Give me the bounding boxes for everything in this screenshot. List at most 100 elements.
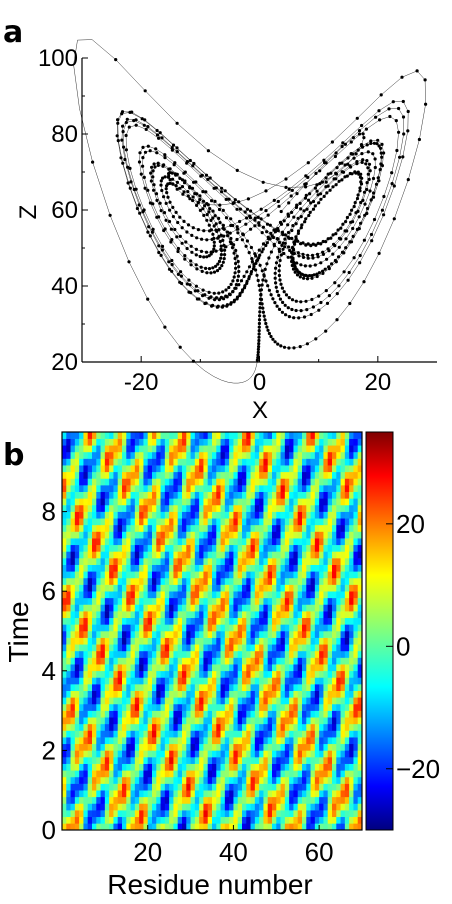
heatmap-cell [314,485,320,492]
heatmap-cell [96,644,101,652]
heatmap-cell [190,465,196,473]
heatmap-cell [190,631,196,638]
heatmap-cell [156,617,161,625]
heatmap-cell [100,717,106,725]
heatmap-cell [83,538,89,546]
heatmap-cell [194,796,200,804]
heatmap-cell [237,723,243,731]
heatmap-cell [267,717,273,725]
data-point [233,271,237,275]
data-point [257,325,261,329]
heatmap-cell [242,597,247,605]
heatmap-cell [139,664,144,672]
heatmap-cell [233,518,239,526]
data-point [236,274,240,278]
heatmap-cell [113,637,119,645]
data-point [146,297,150,301]
heatmap-cell [263,723,269,731]
data-point [301,241,305,245]
heatmap-cell [199,810,204,818]
heatmap-cell [203,823,209,831]
heatmap-cell [319,478,324,486]
heatmap-cell [242,631,247,638]
data-point [249,209,253,213]
heatmap-cell [79,677,84,685]
heatmap-cell [122,432,127,439]
heatmap-cell [122,796,127,804]
heatmap-cell [79,504,84,512]
heatmap-cell [340,710,346,718]
heatmap-cell [139,697,144,705]
heatmap-cell [332,743,337,751]
heatmap-cell [70,650,76,658]
heatmap-cell [224,723,230,731]
heatmap-cell [117,584,123,592]
heatmap-cell [100,478,106,486]
heatmap-cell [246,757,251,764]
heatmap-cell [160,810,166,818]
heatmap-cell [134,637,140,645]
heatmap-cell [224,816,230,824]
heatmap-cell [284,485,290,492]
heatmap-cell [177,538,183,546]
heatmap-cell [229,524,234,532]
heatmap-cell [229,544,234,552]
heatmap-cell [62,538,67,546]
heatmap-cell [203,684,209,691]
heatmap-cell [62,531,67,539]
heatmap-cell [199,650,204,658]
data-point [274,285,278,289]
heatmap-cell [83,743,89,751]
heatmap-cell [332,558,337,565]
heatmap-cell [100,611,106,619]
heatmap-cell [139,677,144,685]
data-point [195,236,199,240]
data-point [214,228,218,232]
heatmap-cell [327,723,333,731]
heatmap-cell [83,445,89,453]
heatmap-cell [190,524,196,532]
heatmap-cell [220,624,226,632]
heatmap-cell [319,511,324,519]
heatmap-cell [190,637,196,645]
heatmap-cell [66,538,71,546]
data-point [361,132,365,136]
heatmap-cell [182,478,187,486]
heatmap-cell [173,644,179,652]
heatmap-cell [70,551,76,559]
heatmap-cell [246,558,251,565]
heatmap-cell [62,458,67,466]
heatmap-cell [212,650,217,658]
heatmap-cell [104,451,110,459]
heatmap-cell [160,763,166,771]
heatmap-cell [276,538,281,546]
heatmap-cell [74,803,80,811]
heatmap-cell [280,631,286,638]
heatmap-cell [104,750,110,758]
heatmap-cell [66,511,71,519]
data-point [256,356,260,360]
data-point [235,254,239,258]
heatmap-cell [126,531,131,539]
heatmap-cell [87,445,93,453]
heatmap-cell [224,478,230,486]
heatmap-cell [293,438,299,446]
heatmap-cell [203,604,209,612]
heatmap-cell [70,737,76,745]
data-point [236,259,240,264]
heatmap-cell [96,750,101,758]
heatmap-cell [242,445,247,453]
data-point [357,129,362,133]
heatmap-cell [87,611,93,619]
heatmap-cell [117,538,123,546]
heatmap-cell [224,790,230,798]
heatmap-cell [314,690,320,698]
heatmap-cell [246,504,251,512]
heatmap-cell [173,438,179,446]
heatmap-cell [220,730,226,738]
heatmap-cell [113,518,119,526]
heatmap-cell [280,703,286,711]
heatmap-cell [250,690,256,698]
heatmap-cell [272,631,277,638]
heatmap-cell [74,485,80,492]
